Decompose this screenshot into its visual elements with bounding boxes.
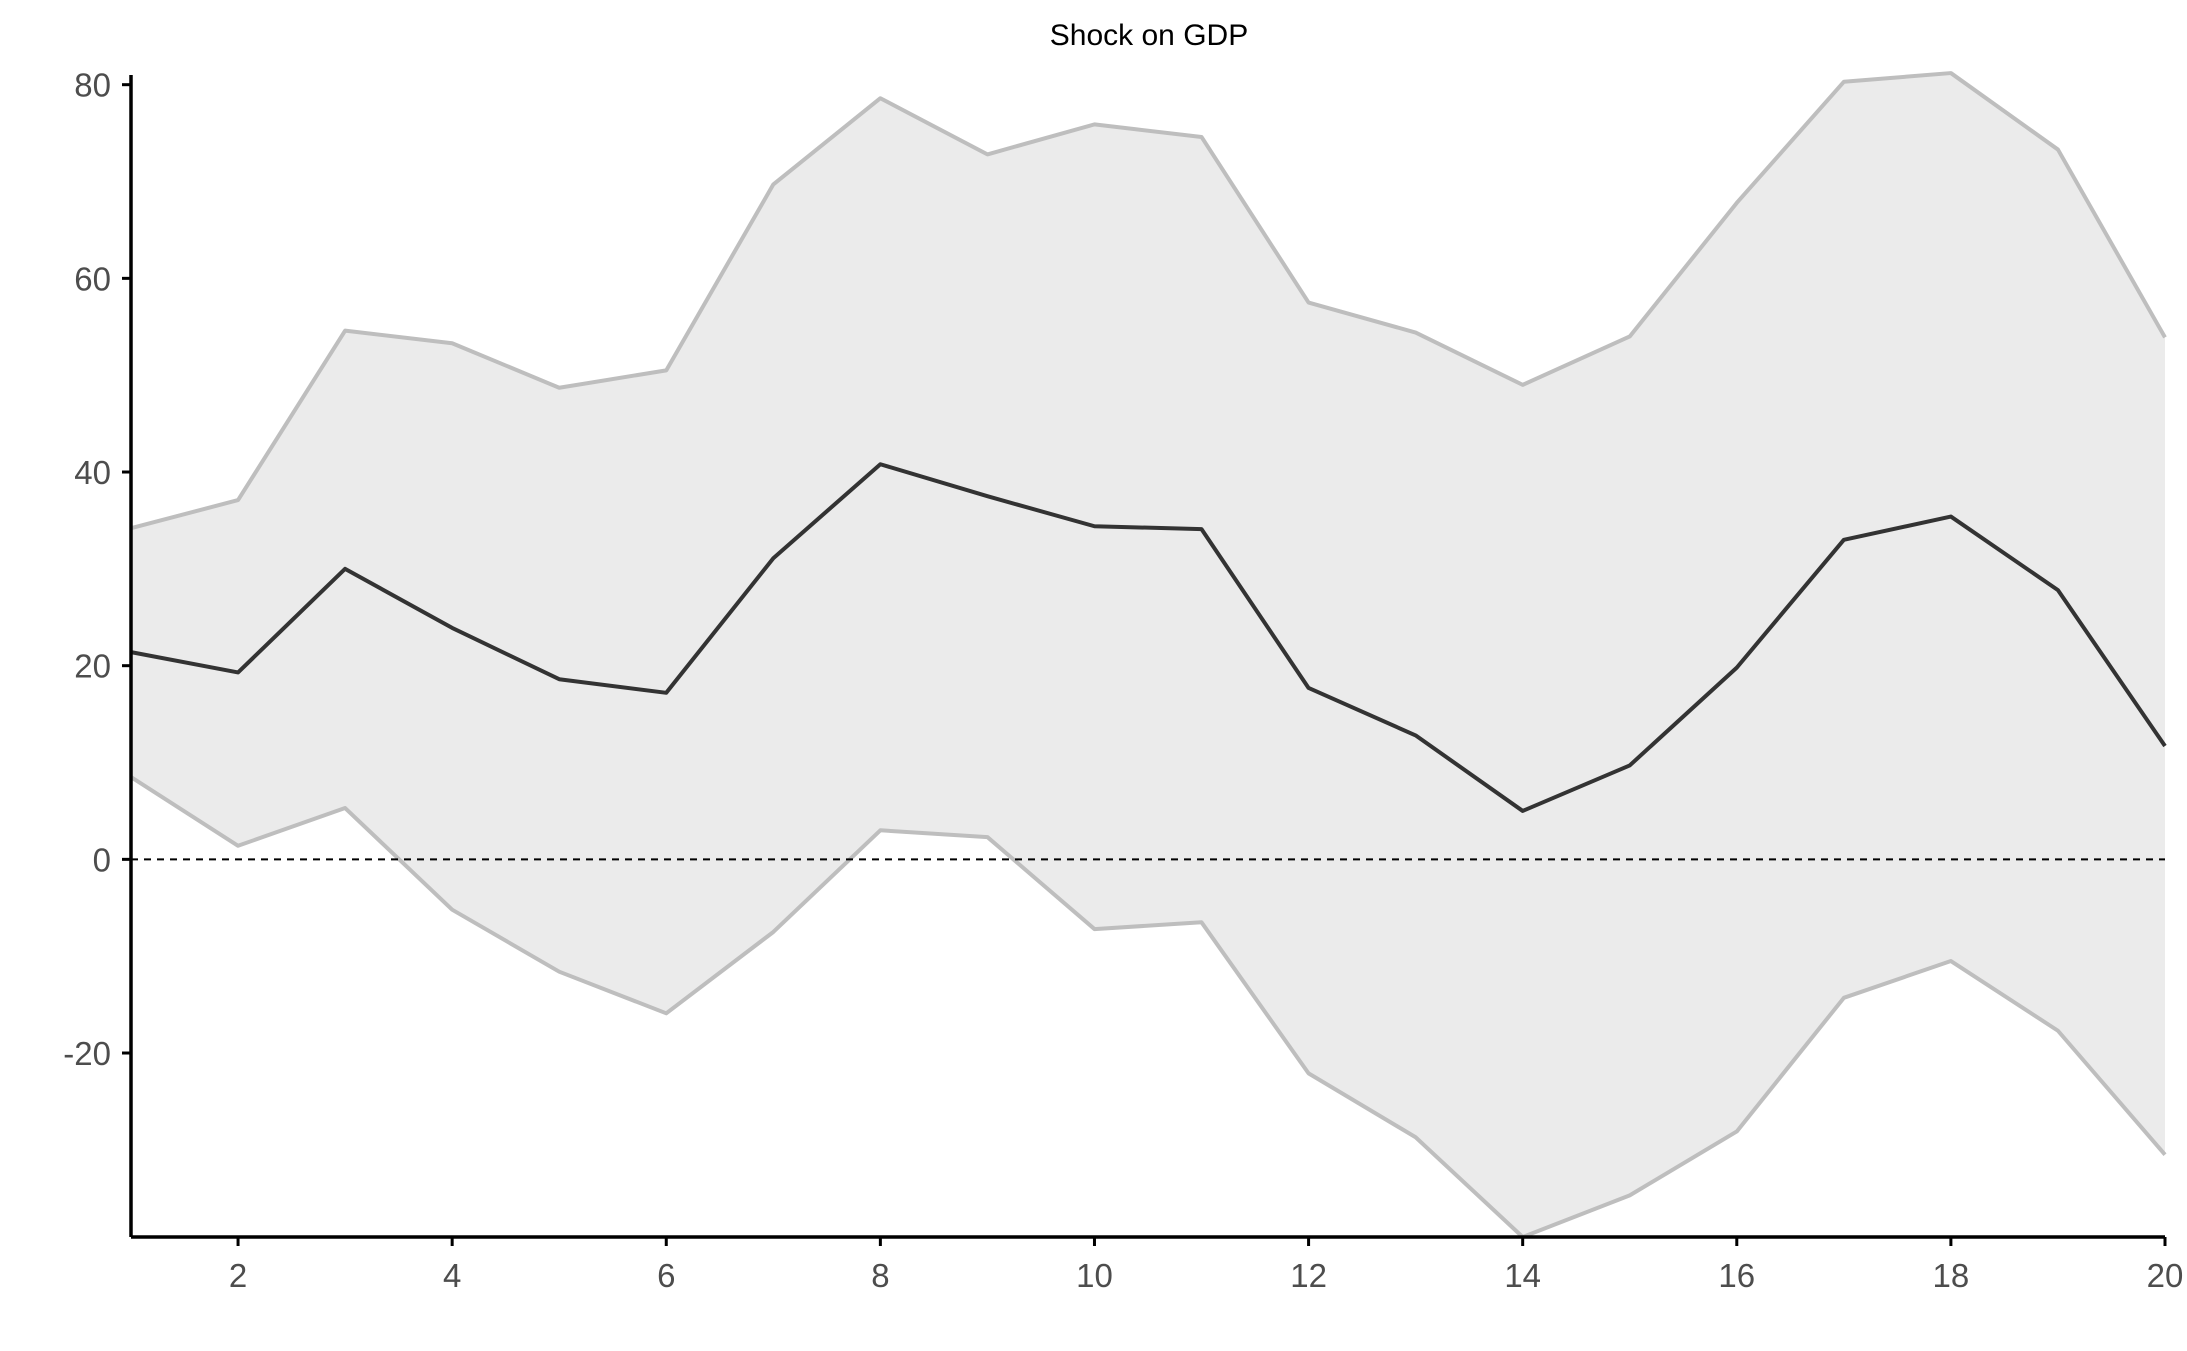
x-tick-label: 4 bbox=[443, 1257, 461, 1294]
y-tick-label: -20 bbox=[63, 1035, 111, 1072]
confidence-band bbox=[131, 73, 2165, 1237]
y-tick-label: 20 bbox=[74, 648, 111, 685]
y-tick-label: 80 bbox=[74, 67, 111, 104]
chart-title: Shock on GDP bbox=[1050, 19, 1248, 52]
plot-area bbox=[129, 71, 2167, 1239]
x-tick-label: 14 bbox=[1504, 1257, 1541, 1294]
x-tick-label: 12 bbox=[1290, 1257, 1327, 1294]
y-tick-label: 0 bbox=[93, 841, 111, 878]
x-tick-label: 20 bbox=[2147, 1257, 2184, 1294]
x-tick-label: 16 bbox=[1718, 1257, 1755, 1294]
y-tick-label: 60 bbox=[74, 260, 111, 297]
y-tick-label: 40 bbox=[74, 454, 111, 491]
x-tick-label: 18 bbox=[1933, 1257, 1970, 1294]
axes: -20 0 20 40 60 80 2 4 6 8 10 12 14 16 18 20 bbox=[63, 67, 2183, 1294]
x-tick-label: 2 bbox=[229, 1257, 247, 1294]
x-tick-label: 8 bbox=[871, 1257, 889, 1294]
estimate-line bbox=[130, 462, 2167, 813]
x-tick-label: 6 bbox=[657, 1257, 675, 1294]
x-tick-label: 10 bbox=[1076, 1257, 1113, 1294]
lower-bound-line bbox=[129, 775, 2167, 1239]
upper-bound-line bbox=[130, 71, 2167, 531]
